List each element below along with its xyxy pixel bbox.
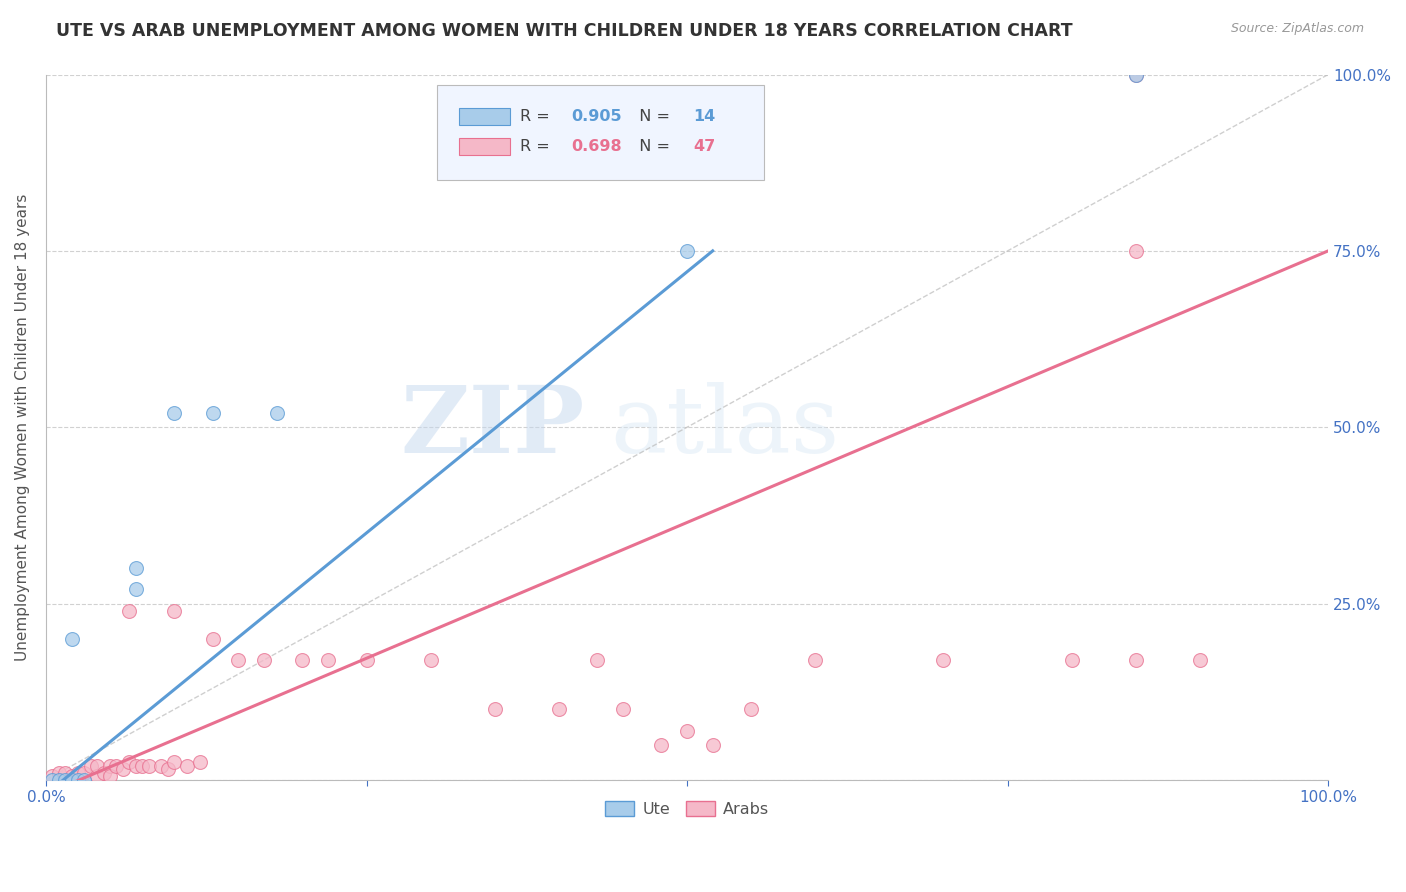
Point	[86, 759, 108, 773]
Point	[60, 632, 83, 646]
Y-axis label: Unemployment Among Women with Children Under 18 years: Unemployment Among Women with Children U…	[15, 194, 30, 661]
Point	[125, 759, 148, 773]
Point	[188, 756, 211, 770]
Point	[612, 702, 634, 716]
Point	[547, 702, 569, 716]
Point	[150, 759, 173, 773]
Point	[586, 653, 609, 667]
Point	[93, 765, 115, 780]
Point	[53, 765, 76, 780]
FancyBboxPatch shape	[458, 109, 510, 125]
Point	[98, 759, 121, 773]
Text: 14: 14	[693, 110, 716, 124]
Point	[111, 763, 134, 777]
Point	[60, 772, 83, 787]
Point	[41, 769, 63, 783]
Point	[253, 653, 276, 667]
FancyBboxPatch shape	[437, 85, 763, 180]
Text: ZIP: ZIP	[401, 383, 585, 472]
Point	[804, 653, 827, 667]
Text: R =: R =	[520, 110, 555, 124]
Text: N =: N =	[630, 139, 675, 154]
Point	[1060, 653, 1083, 667]
Point	[740, 702, 762, 716]
Point	[932, 653, 955, 667]
Text: UTE VS ARAB UNEMPLOYMENT AMONG WOMEN WITH CHILDREN UNDER 18 YEARS CORRELATION CH: UTE VS ARAB UNEMPLOYMENT AMONG WOMEN WIT…	[56, 22, 1073, 40]
Point	[60, 769, 83, 783]
Point	[86, 769, 108, 783]
Point	[291, 653, 314, 667]
Legend: Ute, Arabs: Ute, Arabs	[598, 793, 776, 825]
Point	[356, 653, 378, 667]
Point	[118, 604, 141, 618]
Point	[316, 653, 339, 667]
Point	[176, 759, 198, 773]
Text: R =: R =	[520, 139, 555, 154]
FancyBboxPatch shape	[458, 138, 510, 155]
Point	[156, 763, 179, 777]
Text: 0.905: 0.905	[572, 110, 623, 124]
Point	[73, 772, 96, 787]
Point	[226, 653, 249, 667]
Point	[48, 765, 70, 780]
Point	[118, 756, 141, 770]
Point	[484, 702, 506, 716]
Point	[48, 772, 70, 787]
Point	[80, 759, 103, 773]
Point	[650, 738, 672, 752]
Point	[419, 653, 441, 667]
Point	[53, 772, 76, 787]
Point	[66, 765, 89, 780]
Point	[1125, 68, 1147, 82]
Point	[105, 759, 128, 773]
Point	[73, 765, 96, 780]
Point	[125, 582, 148, 597]
Point	[125, 561, 148, 575]
Point	[1125, 68, 1147, 82]
Text: atlas: atlas	[610, 383, 839, 472]
Point	[163, 604, 186, 618]
Point	[41, 772, 63, 787]
Point	[676, 244, 699, 258]
Point	[66, 772, 89, 787]
Text: 47: 47	[693, 139, 716, 154]
Point	[201, 632, 224, 646]
Point	[201, 406, 224, 420]
Point	[98, 769, 121, 783]
Point	[676, 723, 699, 738]
Point	[138, 759, 160, 773]
Point	[163, 406, 186, 420]
Point	[266, 406, 288, 420]
Text: Source: ZipAtlas.com: Source: ZipAtlas.com	[1230, 22, 1364, 36]
Point	[1125, 244, 1147, 258]
Text: N =: N =	[630, 110, 675, 124]
Point	[163, 756, 186, 770]
Point	[1125, 653, 1147, 667]
Point	[131, 759, 153, 773]
Text: 0.698: 0.698	[572, 139, 623, 154]
Point	[702, 738, 724, 752]
Point	[1188, 653, 1211, 667]
